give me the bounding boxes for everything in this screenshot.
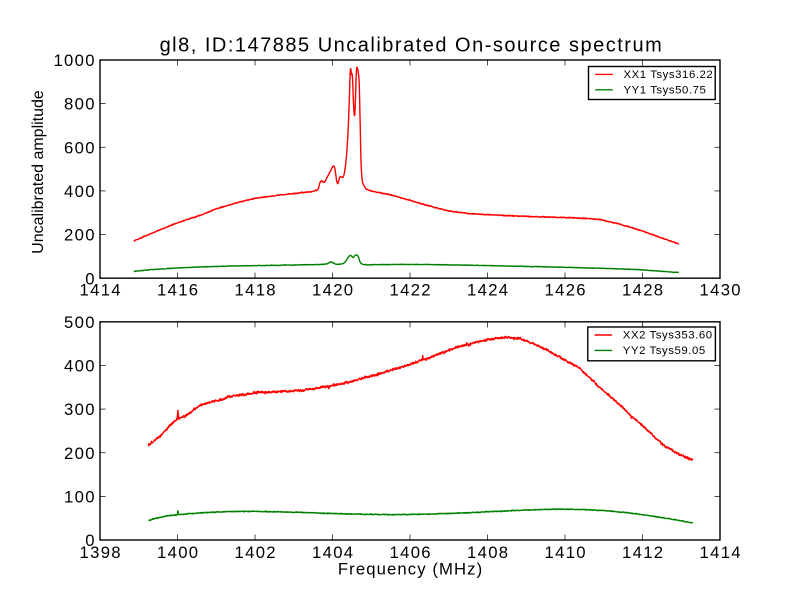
svg-text:XX1 Tsys316.22: XX1 Tsys316.22 (624, 69, 714, 81)
svg-text:1430: 1430 (700, 280, 742, 299)
svg-text:1000: 1000 (53, 51, 95, 70)
svg-text:1408: 1408 (467, 543, 509, 562)
svg-text:Uncalibrated amplitude: Uncalibrated amplitude (30, 90, 47, 254)
svg-text:YY1 Tsys50.75: YY1 Tsys50.75 (624, 84, 707, 96)
svg-text:300: 300 (64, 400, 96, 419)
svg-text:500: 500 (64, 313, 96, 332)
svg-text:1418: 1418 (235, 280, 277, 299)
svg-text:XX2 Tsys353.60: XX2 Tsys353.60 (623, 330, 713, 342)
svg-text:1422: 1422 (390, 280, 432, 299)
svg-text:1398: 1398 (80, 543, 122, 562)
svg-text:1406: 1406 (390, 543, 432, 562)
svg-text:Frequency (MHz): Frequency (MHz) (338, 560, 483, 579)
svg-text:1404: 1404 (312, 543, 354, 562)
svg-text:1426: 1426 (545, 280, 587, 299)
svg-text:1400: 1400 (157, 543, 199, 562)
svg-text:800: 800 (64, 95, 96, 114)
svg-text:400: 400 (64, 357, 96, 376)
svg-text:1414: 1414 (80, 280, 122, 299)
svg-text:600: 600 (64, 138, 96, 157)
svg-text:200: 200 (64, 444, 96, 463)
svg-text:1414: 1414 (700, 543, 742, 562)
svg-text:1410: 1410 (545, 543, 587, 562)
svg-text:200: 200 (64, 226, 96, 245)
svg-text:100: 100 (64, 487, 96, 506)
svg-text:1424: 1424 (467, 280, 509, 299)
svg-text:1412: 1412 (622, 543, 664, 562)
svg-text:0: 0 (85, 269, 96, 288)
svg-text:0: 0 (85, 531, 96, 550)
svg-text:1420: 1420 (312, 280, 354, 299)
svg-text:1416: 1416 (157, 280, 199, 299)
svg-text:YY2 Tsys59.05: YY2 Tsys59.05 (623, 345, 706, 357)
svg-text:1402: 1402 (235, 543, 277, 562)
svg-text:1428: 1428 (622, 280, 664, 299)
svg-text:400: 400 (64, 182, 96, 201)
svg-text:gl8, ID:147885 Uncalibrated On: gl8, ID:147885 Uncalibrated On-source sp… (160, 35, 664, 57)
